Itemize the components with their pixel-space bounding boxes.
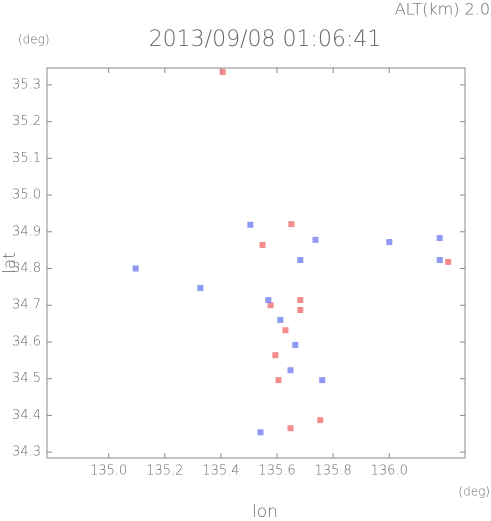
echo-point bbox=[297, 307, 304, 314]
x-tick-label: 135.2 bbox=[146, 464, 183, 479]
y-tick-label: 35.0 bbox=[12, 188, 41, 203]
y-tick-label: 34.6 bbox=[12, 334, 41, 349]
echo-point bbox=[219, 69, 226, 76]
x-tick-label: 135.0 bbox=[90, 464, 127, 479]
echo-point bbox=[317, 417, 324, 424]
echo-point bbox=[272, 352, 279, 359]
echo-point bbox=[386, 239, 393, 246]
y-tick-label: 34.5 bbox=[12, 371, 41, 386]
y-tick-label: 35.3 bbox=[12, 77, 41, 92]
y-tick-label: 35.1 bbox=[12, 151, 41, 166]
altitude-label: ALT(km) 2.0 bbox=[395, 0, 490, 19]
echo-point bbox=[292, 341, 299, 348]
echo-point bbox=[297, 297, 304, 304]
y-axis-label: lat bbox=[0, 252, 20, 274]
echo-point bbox=[287, 367, 294, 374]
x-tick-label: 136.0 bbox=[371, 464, 408, 479]
x-tick-label: 135.4 bbox=[202, 464, 239, 479]
y-tick-label: 34.9 bbox=[12, 224, 41, 239]
echo-point bbox=[436, 257, 443, 264]
plot-frame bbox=[46, 67, 466, 459]
echo-point bbox=[257, 429, 264, 436]
y-tick-label: 34.4 bbox=[12, 408, 41, 423]
echo-point bbox=[259, 242, 266, 249]
echo-point bbox=[445, 258, 452, 265]
echo-point bbox=[277, 316, 284, 323]
chart-title: 2013/09/08 01:06:41 bbox=[149, 27, 382, 52]
echo-point bbox=[436, 235, 443, 242]
y-unit: (deg) bbox=[18, 33, 50, 47]
echo-point bbox=[275, 377, 282, 384]
echo-point bbox=[247, 221, 254, 228]
x-tick-label: 135.6 bbox=[258, 464, 295, 479]
echo-point bbox=[319, 377, 326, 384]
y-tick-label: 34.8 bbox=[12, 261, 41, 276]
echo-point bbox=[265, 297, 272, 304]
y-tick-label: 34.7 bbox=[12, 298, 41, 313]
x-tick-label: 135.8 bbox=[315, 464, 352, 479]
echo-point bbox=[312, 236, 319, 243]
x-unit: (deg) bbox=[458, 485, 490, 499]
echo-point bbox=[132, 265, 139, 272]
echo-point bbox=[287, 425, 294, 432]
echo-point bbox=[267, 302, 274, 309]
x-axis-label: lon bbox=[252, 502, 278, 521]
echo-point bbox=[288, 221, 295, 228]
echo-point bbox=[297, 257, 304, 264]
y-tick-label: 34.3 bbox=[12, 445, 41, 460]
y-tick-label: 35.2 bbox=[12, 114, 41, 129]
echo-point bbox=[282, 327, 289, 334]
echo-point bbox=[197, 284, 204, 291]
